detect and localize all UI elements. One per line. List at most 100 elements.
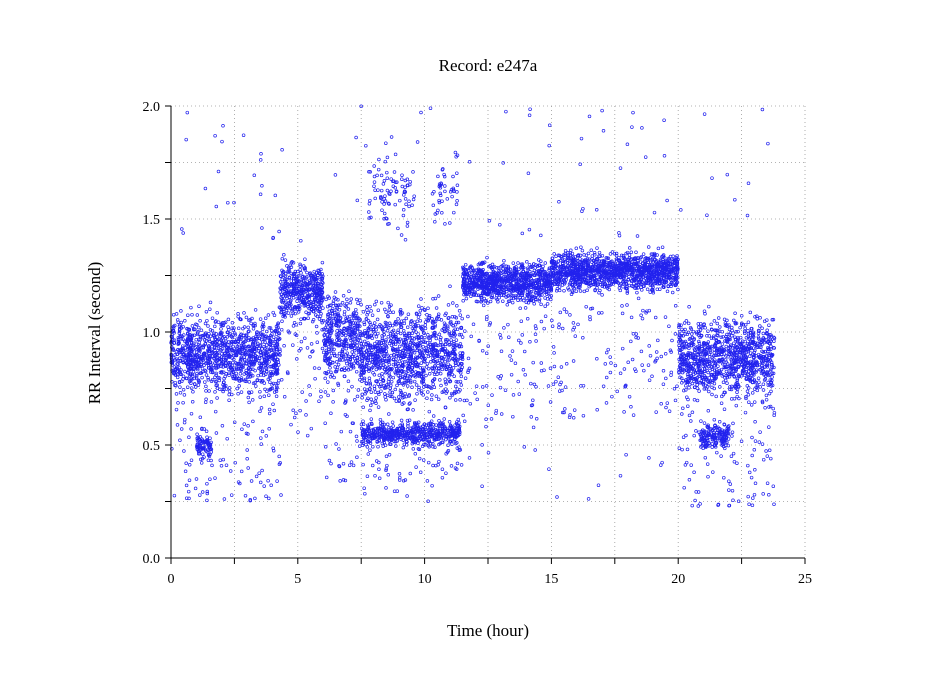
data-point [516, 379, 520, 384]
data-point [292, 275, 297, 279]
data-point [246, 330, 251, 334]
data-point [219, 332, 224, 337]
data-point [569, 248, 573, 253]
data-point [511, 393, 516, 397]
data-point [296, 310, 301, 314]
data-point [351, 330, 356, 335]
data-point [176, 401, 180, 405]
data-point [373, 473, 377, 478]
data-point [306, 316, 310, 320]
data-point [249, 479, 254, 483]
data-point [264, 369, 269, 374]
data-point [287, 295, 292, 299]
data-point [462, 419, 467, 424]
data-point [233, 460, 237, 465]
data-point [284, 308, 289, 313]
data-point [511, 261, 516, 265]
data-point [238, 481, 242, 486]
data-point [340, 349, 344, 353]
data-point [227, 362, 232, 367]
data-point [366, 452, 371, 456]
data-point [292, 286, 297, 290]
data-point [177, 328, 182, 332]
data-point [315, 292, 320, 296]
data-point [350, 337, 355, 342]
data-point [239, 376, 244, 380]
data-point [275, 341, 280, 346]
data-point [378, 417, 383, 422]
data-point [289, 422, 293, 427]
data-point [338, 330, 342, 335]
data-point [380, 371, 384, 376]
data-point [311, 280, 315, 285]
data-point [485, 255, 489, 260]
data-point [326, 380, 330, 384]
data-point [234, 352, 239, 357]
data-point [272, 347, 276, 352]
data-point [219, 352, 224, 356]
data-point [305, 294, 310, 298]
data-point [265, 348, 269, 352]
data-point [245, 448, 249, 452]
data-point [348, 429, 353, 434]
data-point [217, 337, 222, 341]
data-point [419, 361, 424, 365]
data-point [391, 310, 396, 314]
data-point [202, 352, 207, 356]
data-point [505, 303, 510, 307]
data-point [274, 328, 278, 333]
data-point [241, 361, 246, 365]
data-point [353, 328, 358, 333]
data-point [333, 290, 338, 294]
data-point [221, 370, 226, 375]
data-point [327, 329, 331, 333]
data-point [236, 339, 241, 344]
data-point [243, 379, 247, 383]
data-point [202, 360, 206, 364]
data-point [359, 302, 363, 307]
data-point [332, 295, 337, 300]
data-point [292, 305, 297, 310]
data-point [289, 279, 294, 283]
data-point [208, 354, 212, 359]
data-point [458, 313, 463, 317]
data-point [176, 335, 181, 340]
data-point [298, 408, 302, 413]
data-point [296, 274, 301, 278]
data-point [289, 314, 294, 318]
data-point [189, 427, 193, 431]
data-point [208, 436, 212, 440]
data-point [353, 358, 358, 363]
data-point [421, 393, 425, 397]
data-point [246, 466, 250, 470]
data-point [209, 400, 214, 404]
data-point [436, 294, 441, 298]
data-point [221, 389, 225, 394]
data-point [311, 309, 315, 314]
data-point [241, 326, 245, 331]
data-point [562, 288, 566, 293]
data-point [201, 345, 205, 349]
data-point [330, 373, 334, 377]
data-point [660, 245, 665, 249]
data-point [269, 483, 273, 488]
data-point [300, 275, 305, 279]
data-point [386, 335, 391, 339]
data-point [316, 286, 321, 290]
data-point [426, 333, 430, 337]
data-point [191, 357, 195, 362]
data-point [191, 343, 196, 347]
data-point [294, 292, 299, 296]
data-point [209, 370, 213, 374]
data-point [253, 496, 257, 501]
data-point [250, 373, 255, 378]
data-point [325, 304, 330, 309]
data-point [227, 373, 231, 378]
data-point [405, 494, 409, 498]
data-point [228, 469, 233, 473]
data-point [297, 307, 302, 311]
data-point [204, 397, 208, 402]
data-point [277, 454, 281, 459]
data-point [267, 496, 271, 501]
data-point [343, 357, 348, 361]
